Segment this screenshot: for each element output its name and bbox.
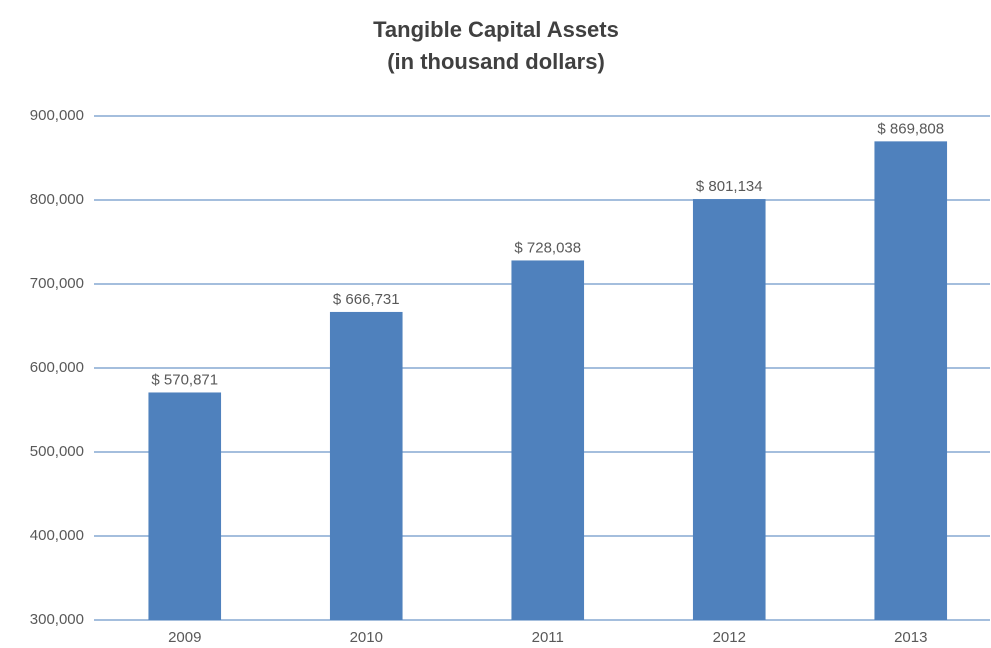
- bar: [874, 141, 948, 621]
- bar: [511, 260, 585, 620]
- bar: [329, 311, 403, 620]
- bar: [692, 199, 766, 621]
- x-tick-label: 2013: [894, 629, 927, 646]
- y-tick-label: 400,000: [30, 527, 84, 544]
- y-tick-label: 500,000: [30, 443, 84, 460]
- bar: [148, 392, 222, 620]
- data-label: $ 801,134: [696, 178, 763, 195]
- y-tick-label: 700,000: [30, 275, 84, 292]
- x-tick-label: 2012: [713, 629, 746, 646]
- y-tick-label: 800,000: [30, 191, 84, 208]
- data-label: $ 666,731: [333, 291, 400, 308]
- x-tick-label: 2011: [532, 629, 564, 646]
- chart-title: Tangible Capital Assets: [373, 17, 619, 42]
- data-label: $ 728,038: [514, 239, 581, 256]
- chart-subtitle: (in thousand dollars): [387, 49, 605, 74]
- x-tick-label: 2009: [168, 629, 201, 646]
- x-tick-label: 2010: [350, 629, 383, 646]
- y-tick-label: 300,000: [30, 611, 84, 628]
- y-tick-label: 900,000: [30, 107, 84, 124]
- data-label: $ 570,871: [151, 371, 218, 388]
- y-tick-label: 600,000: [30, 359, 84, 376]
- data-label: $ 869,808: [877, 120, 944, 137]
